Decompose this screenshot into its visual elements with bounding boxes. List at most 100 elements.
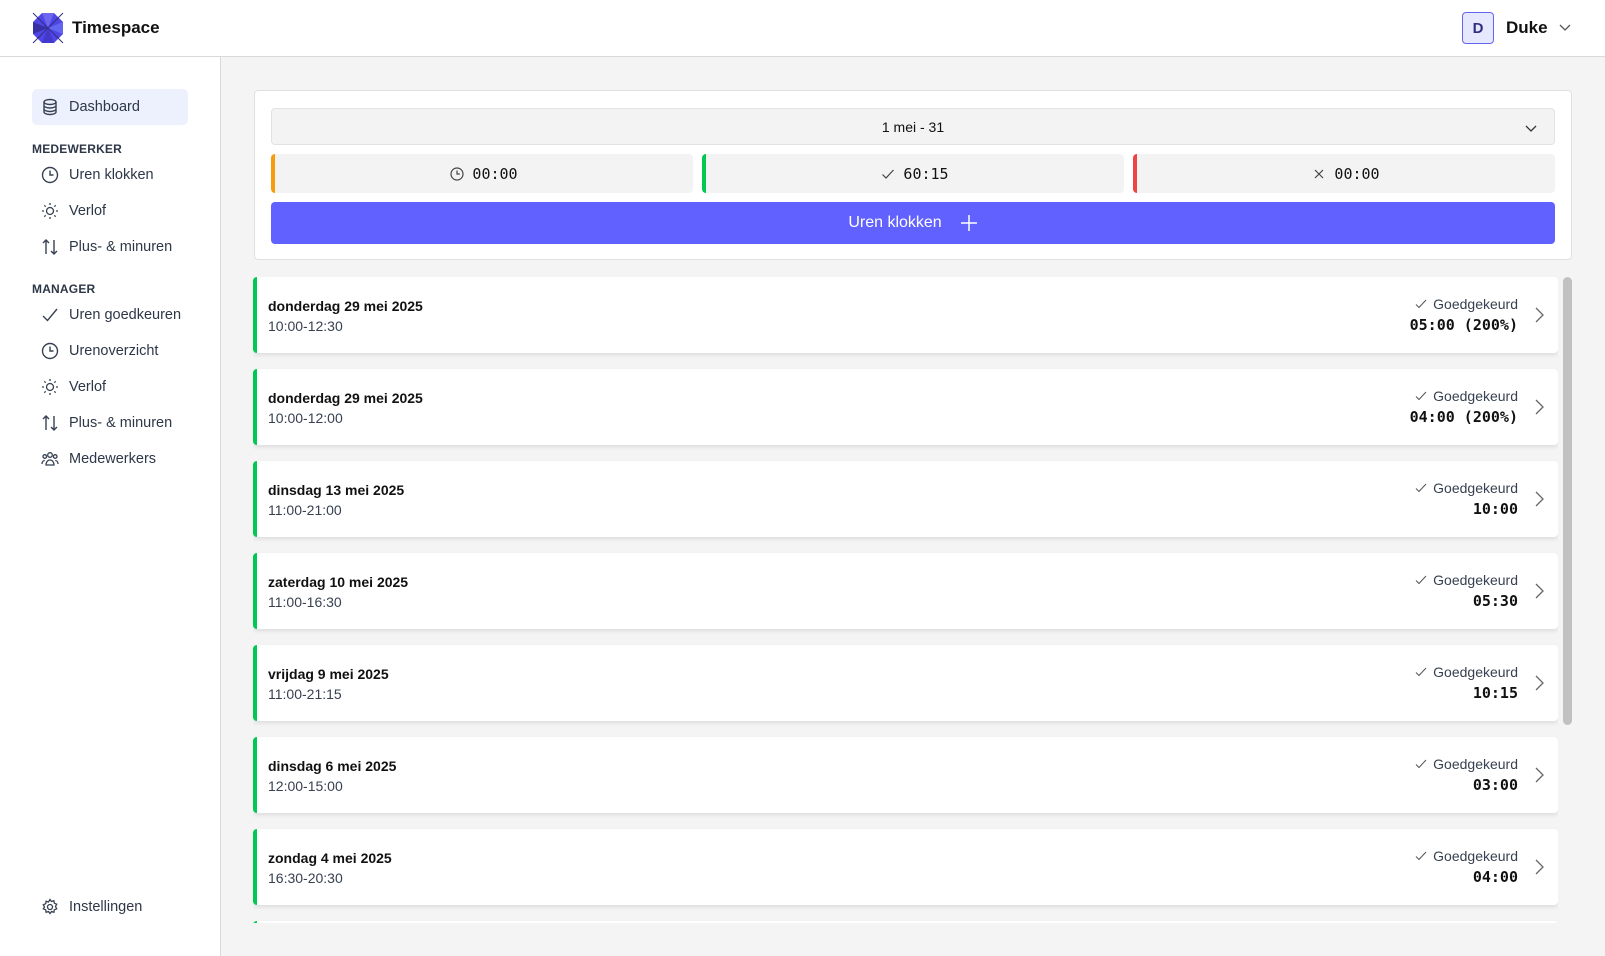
entry-duration: 05:30 (1472, 592, 1518, 610)
sidebar-item-instellingen[interactable]: Instellingen (32, 889, 188, 925)
sidebar-item-medewerkers[interactable]: Medewerkers (32, 441, 188, 477)
arrows-up-down-icon (42, 239, 58, 255)
sidebar-item-uren-goedkeuren[interactable]: Uren goedkeuren (32, 297, 188, 333)
entry-time: 10:00-12:00 (268, 410, 343, 426)
users-icon (41, 452, 59, 466)
entry-row[interactable]: zaterdag 10 mei 2025 11:00-16:30 Goedgek… (253, 553, 1558, 629)
rejected-value: 00:00 (1334, 164, 1380, 183)
app-name: Timespace (72, 18, 160, 37)
approved-hours: 60:15 (702, 154, 1124, 193)
period-select[interactable]: 1 mei - 31 (271, 108, 1555, 145)
pending-value: 00:00 (472, 164, 518, 183)
entry-time: 11:00-21:00 (268, 502, 342, 518)
entry-time: 12:00-15:00 (268, 778, 343, 794)
sidebar-item-uren-klokken[interactable]: Uren klokken (32, 157, 188, 193)
timespace-logo[interactable] (32, 12, 64, 44)
check-icon (1415, 667, 1427, 677)
entry-date: zaterdag 10 mei 2025 (268, 574, 409, 590)
entry-date: zondag 4 mei 2025 (268, 850, 392, 866)
entry-row[interactable]: zondag 4 mei 2025 16:30-20:30 Goedgekeur… (253, 829, 1558, 905)
entry-date: vrijdag 9 mei 2025 (268, 666, 389, 682)
section-medewerker: MEDEWERKER (32, 142, 123, 156)
entry-duration: 04:00 (200%) (1409, 408, 1518, 426)
sidebar-item-urenoverzicht[interactable]: Urenoverzicht (32, 333, 188, 369)
check-icon (1415, 851, 1427, 861)
entry-row[interactable]: donderdag 29 mei 2025 10:00-12:00 Goedge… (253, 369, 1558, 445)
sidebar-item-label: Instellingen (69, 899, 143, 915)
check-icon (1415, 391, 1427, 401)
entry-status-label: Goedgekeurd (1433, 756, 1518, 772)
entry-status: Goedgekeurd (1415, 848, 1518, 864)
scrollbar[interactable] (1563, 277, 1572, 725)
check-icon (42, 308, 58, 322)
sun-icon (42, 203, 58, 219)
entry-time: 16:30-20:30 (268, 870, 343, 886)
entry-date: dinsdag 13 mei 2025 (268, 482, 405, 498)
sidebar-item-label: Urenoverzicht (69, 343, 159, 359)
top-bar: Timespace D Duke (0, 0, 1605, 57)
clock-icon (41, 166, 59, 184)
sidebar-item-label: Plus- & minuren (69, 239, 173, 255)
entries-list: donderdag 29 mei 2025 10:00-12:30 Goedge… (253, 277, 1558, 923)
entry-status: Goedgekeurd (1415, 296, 1518, 312)
entry-row[interactable]: dinsdag 6 mei 2025 12:00-15:00 Goedgekeu… (253, 737, 1558, 813)
entry-duration: 10:00 (1472, 500, 1518, 518)
chevron-right-icon[interactable] (1532, 766, 1546, 784)
entry-duration: 04:00 (1472, 868, 1518, 886)
chevron-right-icon[interactable] (1532, 398, 1546, 416)
clock-icon (41, 342, 59, 360)
clock-hours-button[interactable]: Uren klokken (271, 202, 1555, 244)
check-icon (1415, 759, 1427, 769)
entry-date: donderdag 29 mei 2025 (268, 390, 423, 406)
check-icon (1415, 575, 1427, 585)
user-name[interactable]: Duke (1506, 18, 1548, 37)
check-icon (1415, 483, 1427, 493)
check-icon (882, 169, 895, 179)
chevron-right-icon[interactable] (1532, 490, 1546, 508)
summary-card: 1 mei - 31 00:00 60:15 00:00 Uren klokke… (254, 90, 1572, 260)
sidebar-item-label: Verlof (69, 379, 107, 395)
entry-row[interactable]: donderdag 29 mei 2025 10:00-12:30 Goedge… (253, 277, 1558, 353)
sidebar-item-manager-verlof[interactable]: Verlof (32, 369, 188, 405)
clock-hours-label: Uren klokken (848, 214, 942, 231)
chevron-right-icon[interactable] (1532, 858, 1546, 876)
sidebar: Dashboard MEDEWERKER Uren klokken Verlof… (0, 57, 221, 956)
entry-row[interactable]: dinsdag 13 mei 2025 11:00-21:00 Goedgeke… (253, 461, 1558, 537)
chevron-right-icon[interactable] (1532, 582, 1546, 600)
sidebar-item-verlof[interactable]: Verlof (32, 193, 188, 229)
chevron-right-icon[interactable] (1532, 306, 1546, 324)
x-icon (1314, 169, 1324, 178)
approved-value: 60:15 (903, 164, 949, 183)
sidebar-item-manager-plus-minuren[interactable]: Plus- & minuren (32, 405, 188, 441)
chevron-right-icon[interactable] (1532, 674, 1546, 692)
sidebar-item-dashboard[interactable]: Dashboard (32, 89, 188, 125)
entry-row[interactable]: vrijdag 9 mei 2025 11:00-21:15 Goedgekeu… (253, 645, 1558, 721)
entry-status: Goedgekeurd (1415, 480, 1518, 496)
entry-status: Goedgekeurd (1415, 664, 1518, 680)
sidebar-item-label: Uren klokken (69, 167, 154, 183)
entry-status: Goedgekeurd (1415, 572, 1518, 588)
sidebar-item-label: Uren goedkeuren (69, 307, 182, 323)
sun-icon (42, 379, 58, 395)
period-value: 1 mei - 31 (881, 118, 945, 135)
chevron-down-icon (1525, 125, 1537, 132)
entry-status: Goedgekeurd (1415, 756, 1518, 772)
pending-hours: 00:00 (271, 154, 693, 193)
sidebar-item-label: Medewerkers (69, 451, 157, 467)
entry-status-label: Goedgekeurd (1433, 848, 1518, 864)
entry-status-label: Goedgekeurd (1433, 296, 1518, 312)
entry-duration: 05:00 (200%) (1409, 316, 1518, 334)
sidebar-item-label: Plus- & minuren (69, 415, 173, 431)
section-manager: MANAGER (32, 282, 96, 296)
entry-duration: 03:00 (1472, 776, 1518, 794)
sidebar-item-plus-minuren[interactable]: Plus- & minuren (32, 229, 188, 265)
sidebar-item-label: Dashboard (69, 99, 140, 115)
check-icon (1415, 299, 1427, 309)
user-avatar[interactable]: D (1462, 12, 1494, 44)
entry-row[interactable] (253, 921, 1558, 923)
entry-time: 11:00-21:15 (268, 686, 342, 702)
entry-time: 10:00-12:30 (268, 318, 343, 334)
entry-status-label: Goedgekeurd (1433, 480, 1518, 496)
entry-status-label: Goedgekeurd (1433, 572, 1518, 588)
chevron-down-icon[interactable] (1558, 20, 1572, 34)
